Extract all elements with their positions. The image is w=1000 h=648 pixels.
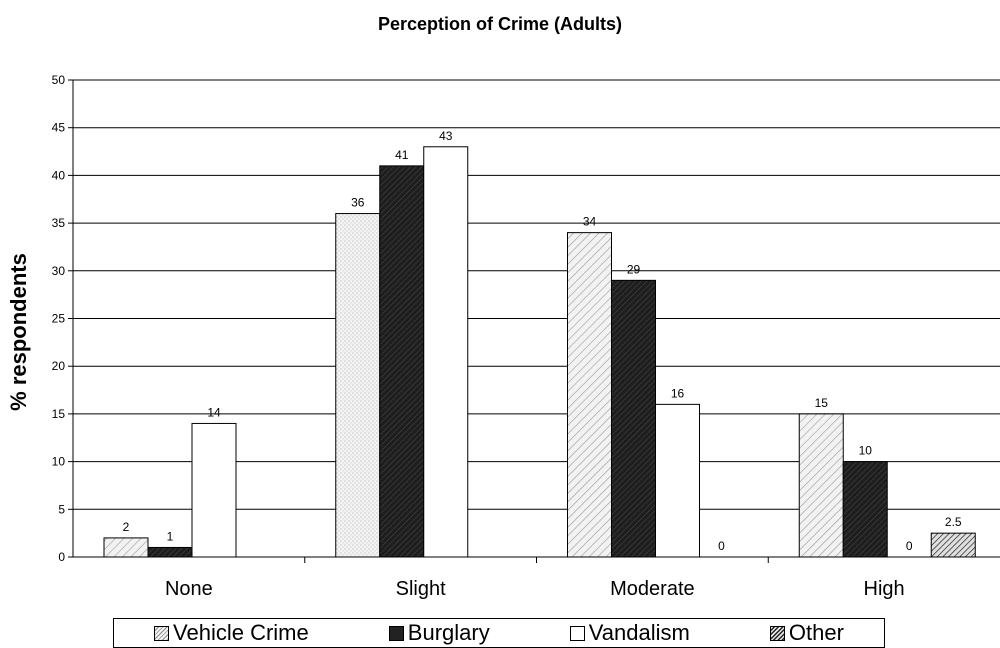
data-label: 0 [906, 539, 913, 553]
chart-title: Perception of Crime (Adults) [377, 14, 623, 34]
data-label: 15 [815, 396, 829, 410]
data-label: 10 [859, 444, 873, 458]
bar-layer [103, 146, 976, 558]
bar-burglary-slight [379, 165, 425, 558]
y-tick-label: 50 [52, 73, 66, 87]
bar-vandalism-slight [423, 146, 469, 558]
legend-label-vandalism: Vandalism [588, 620, 690, 645]
bar-vehicle-crime-slight [335, 213, 381, 558]
legend-item-vehicle-crime: Vehicle Crime [154, 620, 309, 646]
data-label: 41 [395, 148, 409, 162]
data-label: 2 [123, 520, 130, 534]
bar-other-high [930, 532, 976, 558]
bar-vandalism-none [191, 422, 237, 558]
y-tick-label: 15 [52, 407, 66, 421]
y-tick-label: 5 [58, 502, 65, 516]
data-label: 36 [351, 196, 365, 210]
data-label: 29 [627, 262, 641, 276]
grid-layer [73, 79, 1000, 510]
bar-burglary-high [842, 461, 888, 558]
legend-item-burglary: Burglary [388, 620, 490, 646]
bar-burglary-moderate [611, 279, 656, 558]
bar-vandalism-moderate [655, 403, 700, 558]
x-tick-label: Slight [396, 578, 446, 600]
data-label: 0 [718, 539, 725, 553]
legend-swatch-vandalism [569, 625, 585, 641]
bar-burglary-none [147, 546, 193, 558]
data-label: 14 [207, 405, 221, 419]
legend-item-vandalism: Vandalism [569, 620, 690, 646]
legend-label-burglary: Burglary [407, 620, 490, 645]
y-tick-label: 25 [52, 312, 66, 326]
data-label: 1 [167, 529, 174, 543]
y-tick-label: 10 [52, 455, 66, 469]
data-label-layer: 2 1 14 36 41 43 34 29 16 0 15 10 0 2.5 [123, 129, 962, 553]
data-label: 34 [583, 215, 597, 229]
legend: Vehicle Crime Burglary Vandalism Other [113, 618, 885, 648]
y-tick-label: 0 [58, 550, 65, 564]
bar-vehicle-crime-high [798, 413, 844, 558]
x-tick-label: Moderate [610, 578, 695, 600]
legend-label-vehicle-crime: Vehicle Crime [173, 620, 309, 645]
bar-vehicle-crime-moderate [567, 232, 612, 558]
data-label: 2.5 [945, 515, 962, 529]
legend-item-other: Other [769, 620, 844, 646]
y-tick-label: 35 [52, 216, 66, 230]
legend-swatch-other [769, 625, 785, 641]
legend-label-other: Other [788, 620, 844, 645]
legend-swatch-vehicle-crime [154, 625, 170, 641]
data-label: 16 [671, 386, 685, 400]
y-tick-label: 30 [52, 264, 66, 278]
bar-vehicle-crime-none [103, 537, 149, 558]
y-tick-label: 20 [52, 359, 66, 373]
y-tick-label: 45 [52, 121, 66, 135]
x-tick-label: High [864, 578, 905, 600]
legend-swatch-burglary [388, 625, 404, 641]
data-label: 43 [439, 129, 453, 143]
y-tick-label: 40 [52, 168, 66, 182]
x-tick-label: None [165, 578, 213, 600]
